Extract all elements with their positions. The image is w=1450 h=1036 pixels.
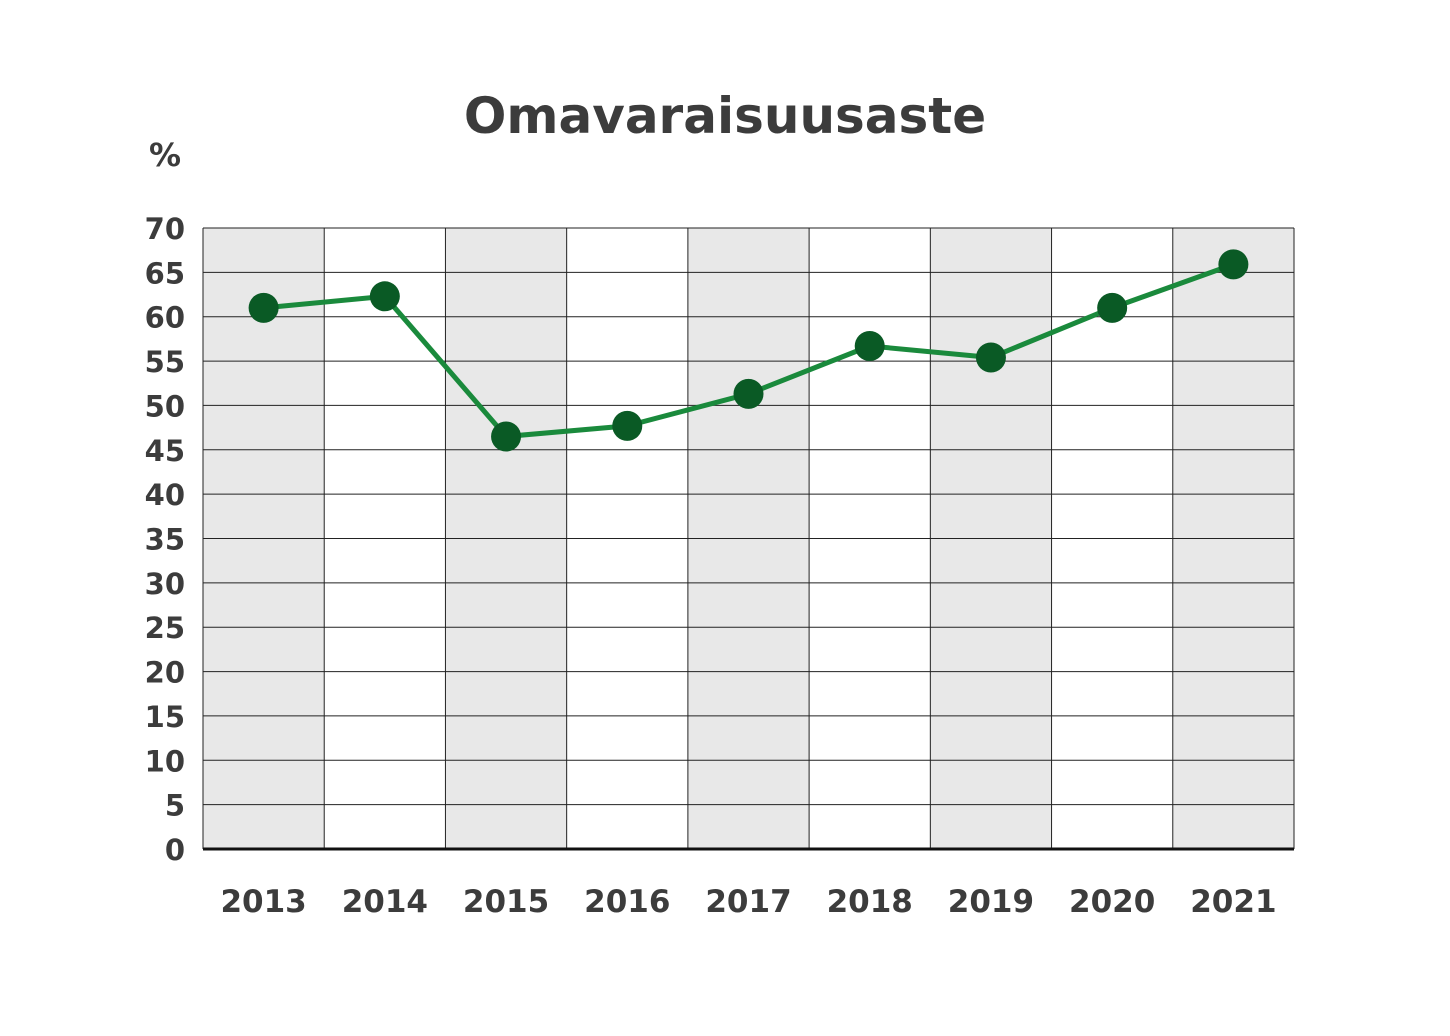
y-tick-label: 10 [145, 744, 185, 778]
y-tick-label: 35 [145, 523, 185, 557]
x-tick-label: 2018 [827, 884, 913, 920]
chart-title: Omavaraisuusaste [464, 87, 986, 145]
y-tick-label: 0 [165, 833, 185, 867]
x-tick-label: 2020 [1069, 884, 1155, 920]
x-tick-label: 2013 [220, 884, 306, 920]
y-tick-label: 20 [145, 656, 185, 690]
x-tick-label: 2019 [948, 884, 1034, 920]
y-tick-label: 30 [145, 567, 185, 601]
data-point-2013 [248, 292, 279, 323]
y-tick-label: 25 [145, 611, 185, 645]
data-point-2015 [491, 421, 522, 452]
series-equity-ratio [248, 249, 1249, 452]
y-axis-ticks: 0 5 10 15 20 25 30 35 40 45 50 55 60 65 70 [145, 212, 185, 867]
y-tick-label: 50 [145, 389, 185, 423]
y-tick-label: 5 [165, 789, 185, 823]
x-axis-ticks: 2013 2014 2015 2016 2017 2018 2019 2020 2021 [220, 884, 1276, 920]
y-tick-label: 15 [145, 700, 185, 734]
y-tick-label: 70 [145, 212, 185, 246]
data-point-2014 [369, 281, 400, 312]
y-tick-label: 60 [145, 301, 185, 335]
y-tick-label: 40 [145, 478, 185, 512]
x-tick-label: 2015 [463, 884, 549, 920]
data-point-2018 [854, 330, 885, 361]
x-tick-label: 2021 [1190, 884, 1276, 920]
x-tick-label: 2017 [705, 884, 791, 920]
x-tick-label: 2016 [584, 884, 670, 920]
y-axis-unit: % [149, 136, 181, 174]
y-tick-label: 55 [145, 345, 185, 379]
data-point-2020 [1097, 292, 1128, 323]
x-tick-label: 2014 [342, 884, 428, 920]
data-point-2021 [1218, 249, 1249, 280]
y-tick-label: 45 [145, 434, 185, 468]
data-point-2016 [612, 410, 643, 441]
grid-lines [202, 227, 1295, 851]
data-point-2017 [733, 378, 764, 409]
y-tick-label: 65 [145, 256, 185, 290]
data-point-2019 [975, 342, 1006, 373]
